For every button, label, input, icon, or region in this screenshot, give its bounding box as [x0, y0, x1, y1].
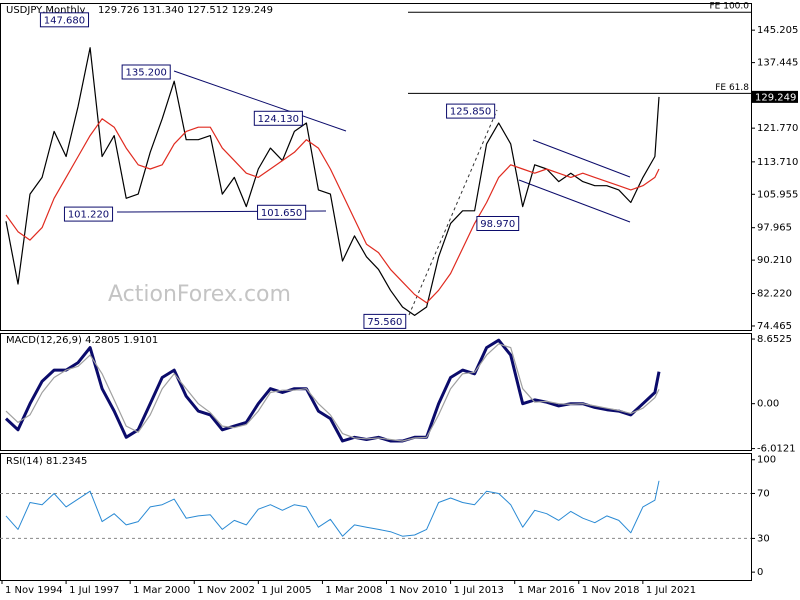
annotation-box [257, 204, 307, 220]
annotation-label: 101.220 [68, 210, 109, 221]
annotation-box [476, 215, 520, 231]
y-tick-label: 100 [757, 455, 776, 466]
x-tick-label: 1 Nov 2010 [390, 585, 448, 596]
annotation-label: 101.650 [261, 208, 302, 219]
panel-frames [0, 3, 752, 581]
y-tick-label: 0 [757, 567, 763, 578]
y-tick-label: 70 [757, 488, 770, 499]
annotation-label: 147.680 [44, 15, 85, 26]
annotation-label: 75.560 [367, 317, 402, 328]
watermark: ActionForex.com [108, 282, 291, 307]
fe-label: FE 61.8 [715, 83, 749, 93]
y-tick-label: 82.220 [757, 289, 792, 300]
y-tick-label: -6.0121 [757, 444, 796, 455]
macd-title: MACD(12,26,9) 4.2805 1.9101 [6, 335, 158, 346]
y-tick-label: 0.00 [757, 399, 779, 410]
annotation-box [63, 206, 114, 222]
y-tick-label: 145.205 [757, 25, 798, 36]
y-tick-label: 97.965 [757, 223, 792, 234]
channel-top [532, 139, 631, 178]
annotation-box [446, 103, 496, 119]
ohlc-readout: 129.726 131.340 127.512 129.249 [98, 5, 273, 16]
series-line [5, 480, 660, 537]
annotation-label: 98.970 [480, 219, 515, 230]
y-tick-label: 121.770 [757, 123, 798, 134]
last-price-label: 129.249 [755, 92, 796, 103]
series-line [5, 343, 660, 442]
y-tick-label: 30 [757, 533, 770, 544]
last-price-box [751, 90, 798, 103]
y-tick-label: 74.465 [757, 321, 792, 332]
channel-bottom [518, 179, 631, 223]
x-tick-label: 1 Nov 1994 [5, 585, 63, 596]
x-tick-label: 1 Mar 2000 [133, 585, 190, 596]
series-line [4, 338, 661, 443]
rsi-frame [0, 453, 752, 581]
x-tick-label: 1 Jul 1997 [69, 585, 119, 596]
macd-frame [0, 333, 752, 451]
x-tick-label: 1 Jul 2021 [646, 585, 696, 596]
series-line [5, 118, 660, 304]
x-tick-label: 1 Jul 2005 [261, 585, 311, 596]
x-tick-label: 1 Jul 2013 [454, 585, 504, 596]
y-tick-label: 113.710 [757, 157, 798, 168]
annotation-box [39, 12, 90, 28]
chart-title: USDJPY,Monthly [6, 5, 86, 16]
annotation-box [363, 313, 407, 329]
x-tick-label: 1 Mar 2016 [518, 585, 575, 596]
annotation-label: 124.130 [258, 114, 299, 125]
y-tick-label: 105.955 [757, 189, 798, 200]
x-tick-label: 1 Nov 2018 [582, 585, 640, 596]
x-tick-label: 1 Nov 2002 [197, 585, 255, 596]
x-tick-label: 1 Mar 2008 [325, 585, 382, 596]
annotation-label: 135.200 [126, 67, 167, 78]
fe-label: FE 100.0 [710, 2, 750, 12]
fib-line [408, 109, 498, 316]
trendline [173, 70, 347, 132]
y-tick-label: 90.210 [757, 255, 792, 266]
y-tick-label: 137.445 [757, 58, 798, 69]
y-tick-label: 8.6525 [757, 334, 792, 345]
annotation-label: 125.850 [450, 107, 491, 118]
annotation-box [121, 64, 171, 80]
price-frame [0, 3, 752, 331]
rsi-title: RSI(14) 81.2345 [6, 456, 87, 467]
series-line [5, 47, 660, 316]
annotation-box [253, 110, 303, 126]
